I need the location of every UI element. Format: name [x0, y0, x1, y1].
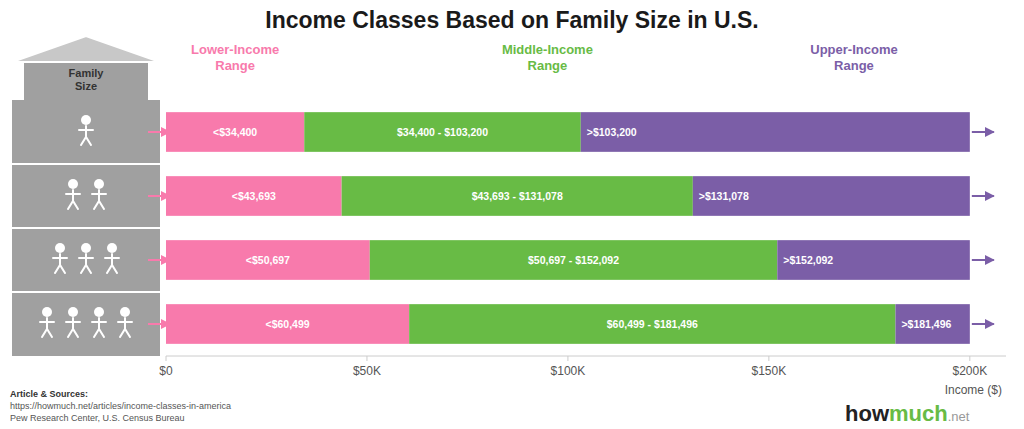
panel-arrow	[148, 323, 170, 325]
bar-segment	[409, 304, 895, 344]
bar-segment	[370, 240, 778, 280]
person-head	[81, 115, 91, 125]
panel-arrow	[148, 131, 170, 133]
bar-label: >$103,200	[587, 126, 637, 138]
person-head	[42, 307, 52, 317]
panel-arrow	[148, 195, 170, 197]
source-text: Article & Sources:	[10, 389, 88, 399]
open-end-arrow	[972, 195, 994, 197]
panel-arrow	[148, 259, 170, 261]
x-tick	[166, 356, 167, 361]
person-body	[66, 190, 80, 209]
text-line: Range	[834, 58, 874, 73]
person-head	[68, 307, 78, 317]
open-end-arrow	[972, 323, 994, 325]
x-tick	[969, 356, 970, 361]
x-tick	[768, 356, 769, 361]
bar-label: >$181,496	[901, 318, 951, 330]
bar-label: $50,697 - $152,092	[528, 254, 619, 266]
person-body	[105, 254, 119, 273]
text-line: Upper-Income	[810, 42, 897, 57]
person-body	[79, 254, 93, 273]
source-text: https://howmuch.net/articles/income-clas…	[10, 401, 231, 411]
bar-segment	[166, 304, 409, 344]
person-body	[53, 254, 67, 273]
arrows	[148, 132, 994, 324]
bar-label: $34,400 - $103,200	[397, 126, 488, 138]
legend-header: Middle-IncomeRange	[502, 42, 593, 73]
bar-segment	[166, 176, 342, 216]
person-body	[40, 318, 54, 337]
bar-segment	[166, 240, 370, 280]
x-tick	[567, 356, 568, 361]
bar-label: <$60,499	[266, 318, 310, 330]
person-body	[118, 318, 132, 337]
open-end-arrow	[972, 259, 994, 261]
open-end-arrow	[972, 131, 994, 133]
brand-part: .net	[948, 409, 970, 424]
bar-segment	[166, 112, 304, 152]
person-body	[92, 190, 106, 209]
x-tick	[366, 356, 367, 361]
house-roof	[12, 36, 160, 62]
person-head	[120, 307, 130, 317]
person-icons	[40, 307, 132, 337]
bar-label: <$43,693	[232, 190, 276, 202]
text-line: Middle-Income	[502, 42, 593, 57]
person-icons	[66, 179, 106, 209]
person-body	[79, 126, 93, 145]
bar-label: <$34,400	[213, 126, 257, 138]
person-head	[81, 243, 91, 253]
x-tick-label: $50K	[353, 364, 381, 378]
panel-separator	[12, 163, 160, 165]
person-head	[107, 243, 117, 253]
person-head	[55, 243, 65, 253]
text-line: Range	[215, 58, 255, 73]
text-line: Lower-Income	[191, 42, 279, 57]
bar-segment	[581, 112, 970, 152]
x-tick-label: $0	[159, 364, 173, 378]
bar-segment	[777, 240, 970, 280]
title: Income Classes Based on Family Size in U…	[265, 7, 758, 33]
bars	[166, 112, 970, 344]
panel-separator	[12, 291, 160, 293]
x-tick-label: $200K	[952, 364, 987, 378]
bar-segment	[693, 176, 970, 216]
source-text: Pew Research Center, U.S. Census Bureau	[10, 413, 185, 423]
text-line: Family	[69, 67, 105, 79]
person-head	[94, 307, 104, 317]
person-head	[94, 179, 104, 189]
chart: Income Classes Based on Family Size in U…	[0, 0, 1024, 429]
bar-segment	[895, 304, 969, 344]
brand-part: how	[845, 401, 890, 426]
legend-header: Upper-IncomeRange	[810, 42, 897, 73]
x-tick-label: $150K	[752, 364, 787, 378]
brand: howmuch.net	[845, 401, 970, 426]
bar-label: >$152,092	[783, 254, 833, 266]
person-body	[92, 318, 106, 337]
x-axis-label: Income ($)	[945, 383, 1002, 397]
person-head	[68, 179, 78, 189]
x-axis-line	[166, 356, 1006, 357]
house-body	[24, 60, 148, 100]
bar-label: $43,693 - $131,078	[472, 190, 563, 202]
x-tick-label: $100K	[551, 364, 586, 378]
bar-labels: <$34,400 $34,400 - $103,200 >$103,200 <$43,…	[213, 126, 951, 330]
text-line: Range	[528, 58, 568, 73]
person-icons	[79, 115, 93, 145]
bar-segment	[304, 112, 581, 152]
x-axis: $0 $50K $100K $150K $200K	[159, 356, 1006, 378]
bar-label: $60,499 - $181,496	[607, 318, 698, 330]
family-panel	[12, 100, 160, 356]
text-line: Size	[75, 80, 97, 92]
panel-separator	[12, 227, 160, 229]
bar-label: <$50,697	[246, 254, 290, 266]
person-icons	[53, 243, 119, 273]
bar-label: >$131,078	[699, 190, 749, 202]
bar-segment	[342, 176, 693, 216]
legend-header: Lower-IncomeRange	[191, 42, 279, 73]
family-size-label: FamilySize	[69, 67, 105, 92]
person-body	[66, 318, 80, 337]
brand-part: much	[889, 401, 948, 426]
